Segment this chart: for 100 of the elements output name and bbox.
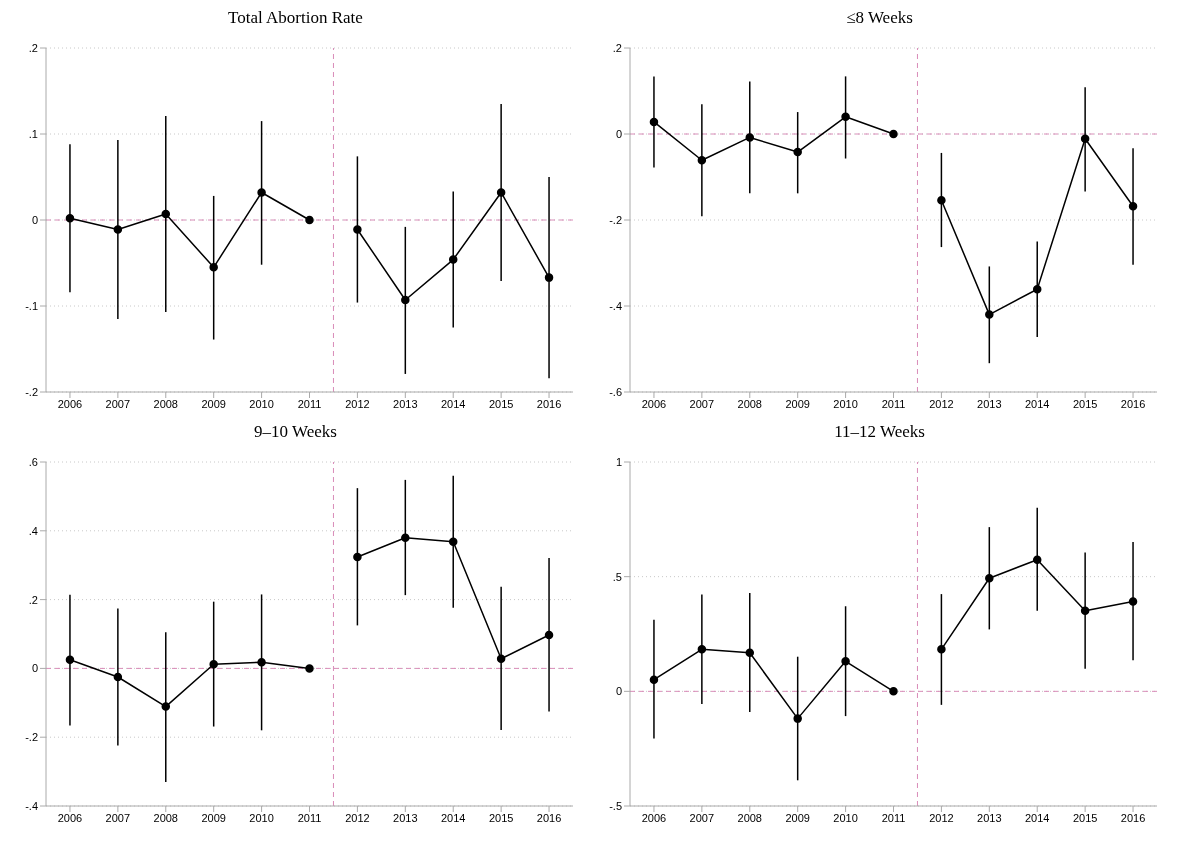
x-tick-label: 2016 (1120, 397, 1146, 410)
point (889, 687, 898, 696)
point (496, 654, 506, 664)
y-tick-label: 1 (615, 455, 622, 468)
x-tick-label: 2015 (488, 397, 514, 410)
x-tick-label: 2010 (249, 397, 274, 410)
x-tick-label: 2009 (201, 397, 226, 410)
x-tick-label: 2009 (201, 811, 226, 824)
y-tick-label: .1 (28, 127, 38, 140)
point (113, 225, 123, 234)
point (1128, 597, 1138, 606)
y-tick-label: 0 (615, 127, 622, 140)
point (257, 188, 266, 197)
x-tick-label: 2011 (297, 811, 322, 824)
x-tick-label: 2014 (1024, 397, 1050, 410)
y-tick-label: 0 (31, 662, 38, 675)
x-tick-label: 2010 (249, 811, 274, 824)
y-tick-label: .4 (28, 524, 38, 537)
point (985, 574, 994, 583)
x-tick-label: 2006 (57, 811, 83, 824)
x-tick-label: 2006 (641, 811, 667, 824)
point (649, 675, 659, 684)
point (745, 133, 755, 142)
x-tick-label: 2014 (1024, 811, 1050, 824)
point (305, 215, 314, 225)
y-tick-label: .2 (612, 41, 622, 54)
x-tick-label: 2015 (488, 811, 514, 824)
y-tick-label: -.2 (609, 213, 622, 226)
x-tick-label: 2013 (977, 397, 1002, 410)
y-tick-label: -.4 (609, 299, 622, 312)
y-tick-label: -.2 (25, 385, 38, 398)
point (793, 147, 802, 157)
x-tick-label: 2006 (57, 397, 83, 410)
x-tick-label: 2016 (536, 811, 562, 824)
point (841, 657, 850, 666)
point (353, 225, 362, 234)
x-tick-label: 2010 (833, 811, 858, 824)
x-tick-label: 2012 (345, 397, 370, 410)
x-tick-label: 2014 (440, 397, 466, 410)
point (448, 537, 458, 547)
y-tick-label: .2 (28, 41, 38, 54)
x-tick-label: 2016 (1120, 811, 1146, 824)
point (889, 129, 898, 139)
x-tick-label: 2007 (689, 397, 715, 410)
point (305, 664, 314, 673)
x-tick-label: 2012 (929, 811, 954, 824)
point (745, 648, 755, 658)
point (985, 310, 994, 319)
point (649, 117, 659, 127)
point (1080, 134, 1090, 143)
chart-title: 9–10 Weeks (253, 422, 338, 443)
chart-title: ≤8 Weeks (845, 8, 914, 29)
point (209, 263, 218, 272)
y-tick-label: -.1 (25, 299, 38, 312)
x-tick-label: 2015 (1072, 811, 1098, 824)
x-tick-label: 2015 (1072, 397, 1098, 410)
y-tick-label: .5 (612, 570, 622, 583)
x-tick-label: 2009 (785, 397, 810, 410)
point (1128, 201, 1138, 211)
x-tick-label: 2008 (153, 811, 179, 824)
y-tick-label: -.6 (609, 385, 622, 398)
x-tick-label: 2007 (105, 811, 131, 824)
point (65, 214, 75, 223)
chart-title: Total Abortion Rate (227, 8, 364, 29)
y-tick-label: 0 (615, 685, 622, 698)
point (544, 273, 554, 282)
x-tick-label: 2011 (297, 397, 322, 410)
point (1032, 555, 1042, 564)
point (841, 112, 850, 122)
y-tick-label: .2 (28, 593, 38, 606)
x-tick-label: 2012 (345, 811, 370, 824)
y-tick-label: .6 (28, 455, 38, 468)
point (353, 552, 362, 562)
x-tick-label: 2008 (737, 397, 763, 410)
x-tick-label: 2010 (833, 397, 858, 410)
x-tick-label: 2013 (393, 397, 418, 410)
chart-title: 11–12 Weeks (833, 422, 926, 443)
point (496, 188, 506, 197)
y-tick-label: -.2 (25, 731, 38, 744)
point (209, 660, 218, 669)
y-tick-label: 0 (31, 213, 38, 226)
point (793, 714, 802, 723)
point (65, 655, 75, 665)
x-tick-label: 2008 (153, 397, 179, 410)
x-tick-label: 2012 (929, 397, 954, 410)
point (937, 645, 946, 654)
point (544, 630, 554, 640)
point (161, 702, 171, 711)
point (257, 657, 266, 667)
point (1032, 284, 1042, 294)
x-tick-label: 2007 (689, 811, 715, 824)
point (1080, 606, 1090, 616)
point (448, 255, 458, 264)
y-tick-label: -.5 (609, 799, 622, 812)
point (937, 195, 946, 205)
x-tick-label: 2016 (536, 397, 562, 410)
point (401, 533, 410, 542)
y-tick-label: -.4 (25, 799, 38, 812)
x-tick-label: 2011 (881, 397, 906, 410)
point (113, 672, 123, 682)
